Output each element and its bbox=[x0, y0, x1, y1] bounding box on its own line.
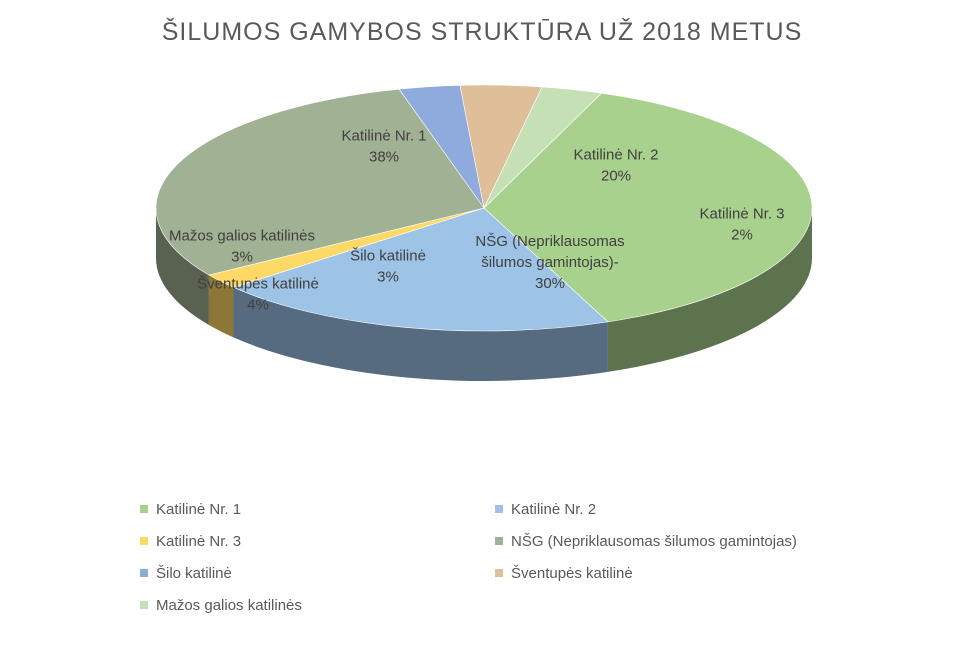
legend-swatch bbox=[495, 537, 503, 545]
legend-label: Šventupės katilinė bbox=[511, 564, 633, 582]
legend-item-3: Katilinė Nr. 3 bbox=[140, 530, 495, 552]
legend-swatch bbox=[495, 505, 503, 513]
legend-item-2: Katilinė Nr. 2 bbox=[495, 498, 850, 520]
legend-item-6: Šventupės katilinė bbox=[495, 562, 850, 584]
legend-label: NŠG (Nepriklausomas šilumos gamintojas) bbox=[511, 532, 797, 550]
pie-slice-7 bbox=[483, 86, 603, 209]
legend-swatch bbox=[140, 505, 148, 513]
legend-label: Mažos galios katilinės bbox=[156, 596, 302, 614]
pie-side-3 bbox=[208, 274, 234, 338]
data-label-6-line-1: Šventupės katilinė bbox=[197, 276, 319, 293]
legend-label: Katilinė Nr. 2 bbox=[511, 500, 597, 518]
data-label-4-line-3: 30% bbox=[535, 275, 565, 292]
legend-item-4: NŠG (Nepriklausomas šilumos gamintojas) bbox=[495, 530, 850, 552]
pie-side-walls bbox=[156, 208, 812, 381]
legend-label: Šilo katilinė bbox=[156, 564, 232, 582]
pie-slice-1 bbox=[483, 92, 813, 323]
data-label-1-line-2: 38% bbox=[369, 149, 399, 166]
pie-chart: Katilinė Nr. 1 38% Katilinė Nr. 2 20% Katili… bbox=[155, 84, 813, 381]
data-label-2-line-2: 20% bbox=[601, 168, 631, 185]
data-label-4-line-1: NŠG (Nepriklausomas bbox=[475, 233, 624, 250]
legend: Katilinė Nr. 1 Katilinė Nr. 2 Katilinė Nr.… bbox=[140, 498, 920, 616]
pie-side-4 bbox=[156, 208, 209, 325]
legend-item-5: Šilo katilinė bbox=[140, 562, 495, 584]
legend-swatch bbox=[140, 569, 148, 577]
legend-swatch bbox=[495, 569, 503, 577]
legend-label: Katilinė Nr. 1 bbox=[156, 500, 242, 518]
data-label-3-line-1: Katilinė Nr. 3 bbox=[699, 206, 784, 223]
data-label-7-line-2: 3% bbox=[231, 249, 253, 266]
data-label-5-line-1: Šilo katilinė bbox=[350, 248, 426, 265]
pie-slice-2 bbox=[232, 207, 609, 332]
legend-item-1: Katilinė Nr. 1 bbox=[140, 498, 495, 520]
pie-side-2 bbox=[233, 287, 608, 381]
legend-swatch bbox=[140, 537, 148, 545]
data-label-1-line-1: Katilinė Nr. 1 bbox=[341, 128, 426, 145]
pie-top bbox=[155, 84, 813, 332]
data-label-4-line-2: šilumos gamintojas)- bbox=[481, 254, 619, 271]
data-label-3-line-2: 2% bbox=[731, 227, 753, 244]
data-label-5-line-2: 3% bbox=[377, 269, 399, 286]
pie-data-labels: Katilinė Nr. 1 38% Katilinė Nr. 2 20% Katili… bbox=[169, 128, 784, 314]
chart-title: ŠILUMOS GAMYBOS STRUKTŪRA UŽ 2018 METUS bbox=[161, 18, 803, 46]
data-label-2-line-1: Katilinė Nr. 2 bbox=[573, 147, 658, 164]
data-label-7-line-1: Mažos galios katilinės bbox=[169, 228, 315, 245]
pie-side-1 bbox=[607, 208, 812, 372]
legend-item-7: Mažos galios katilinės bbox=[140, 594, 495, 616]
legend-label: Katilinė Nr. 3 bbox=[156, 532, 242, 550]
pie-slice-4 bbox=[155, 88, 485, 276]
data-label-6-line-2: 4% bbox=[247, 297, 269, 314]
legend-swatch bbox=[140, 601, 148, 609]
